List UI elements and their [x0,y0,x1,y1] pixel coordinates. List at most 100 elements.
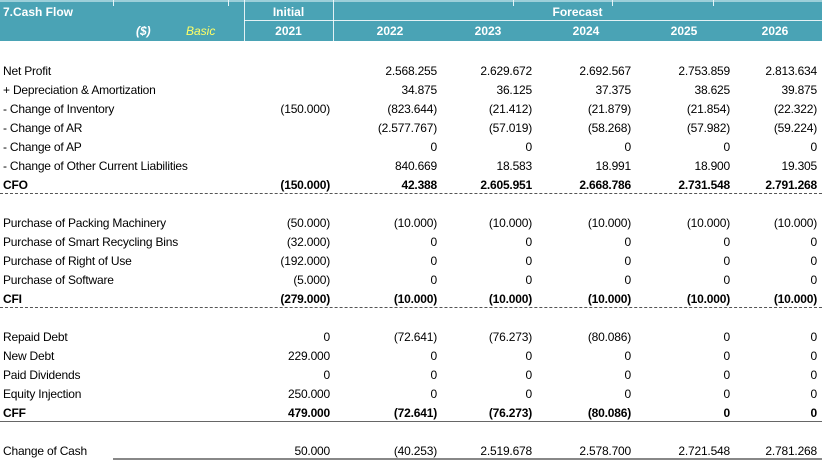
cell-2024: (58.268) [587,121,631,135]
row-label: CFF [3,406,26,420]
cell-2026: (10.000) [773,292,817,306]
cell-2025: 0 [723,349,731,363]
cell-2024: 37.375 [595,83,631,97]
cell-2026: 0 [810,406,818,420]
cell-2026: 0 [810,254,818,268]
scenario-label: Basic [186,24,216,38]
cell-2024: 0 [624,387,632,401]
cell-2022: (10.000) [393,216,437,230]
row-label: CFO [3,178,28,192]
cell-2022: 0 [430,254,438,268]
cell-2026: 2.813.634 [765,64,817,78]
table-row: Net Profit 2.568.255 2.629.672 2.692.567… [0,61,822,80]
cell-2021: (150.000) [280,178,330,192]
cell-2022: (72.641) [393,330,437,344]
cell-2024: 2.692.567 [579,64,631,78]
currency-label: ($) [136,24,151,38]
forecast-label: Forecast [552,5,603,19]
column-tick [713,0,714,6]
cell-2026: 39.875 [781,83,817,97]
cell-2023: (21.412) [488,102,532,116]
table-row: Equity Injection 250.000 0 0 0 0 0 [0,384,822,403]
table-row: New Debt 229.000 0 0 0 0 0 [0,346,822,365]
cell-2021: 50.000 [294,444,330,458]
year-2021: 2021 [275,24,302,38]
cell-2025: 0 [723,368,731,382]
cell-2022: (10.000) [393,292,437,306]
cell-2023: (76.273) [488,406,532,420]
cell-2024: (10.000) [587,292,631,306]
cell-2022: 0 [430,273,438,287]
cell-2024: 0 [624,235,632,249]
cell-2025: (10.000) [686,292,730,306]
cell-2025: 0 [723,406,731,420]
year-2025: 2025 [670,24,698,38]
column-tick [113,0,114,6]
cell-2022: 840.669 [395,159,437,173]
column-tick [612,0,613,6]
cell-2023: 0 [525,349,533,363]
cell-2021: (5.000) [293,273,330,287]
cell-2026: (10.000) [773,216,817,230]
cell-2026: 0 [810,273,818,287]
cell-2022: (72.641) [393,406,437,420]
cell-2021: (32.000) [286,235,330,249]
cell-2026: 2.791.268 [765,178,817,192]
cell-2024: 0 [624,254,632,268]
year-2022: 2022 [376,24,404,38]
cell-2025: (57.982) [686,121,730,135]
table-row: Paid Dividends 0 0 0 0 0 0 [0,365,822,384]
cell-2023: 2.519.678 [480,444,532,458]
cell-2022: 0 [430,235,438,249]
sheet-title: 7.Cash Flow [3,5,74,19]
table-row: - Change of AP 0 0 0 0 0 [0,137,822,156]
cfo-total-row: CFO (150.000) 42.388 2.605.951 2.668.786… [0,175,822,194]
row-label: Purchase of Software [3,273,114,287]
cell-2023: 0 [525,273,533,287]
cell-2022: 0 [430,140,438,154]
cell-2021: (279.000) [280,292,330,306]
cell-2023: 2.605.951 [480,178,532,192]
cell-2023: 36.125 [496,83,532,97]
cell-2026: 0 [810,368,818,382]
cell-2024: 0 [624,140,632,154]
column-tick [228,0,229,6]
cell-2021: (150.000) [280,102,330,116]
cell-2021: 229.000 [288,349,330,363]
cell-2024: 0 [624,349,632,363]
cell-2024: 0 [624,273,632,287]
cell-2022: 2.568.255 [385,64,437,78]
cell-2025: 0 [723,273,731,287]
cell-2021: 0 [323,368,331,382]
cell-2024: (80.086) [587,406,631,420]
table-row: Purchase of Software (5.000) 0 0 0 0 0 [0,270,822,289]
cell-2023: (10.000) [488,216,532,230]
row-label: New Debt [3,349,55,363]
cell-2023: 0 [525,254,533,268]
cell-2026: 0 [810,387,818,401]
table-row: Purchase of Right of Use (192.000) 0 0 0… [0,251,822,270]
cell-2024: 2.668.786 [579,178,631,192]
cell-2023: 0 [525,387,533,401]
cell-2022: 0 [430,387,438,401]
cell-2024: (21.879) [587,102,631,116]
cell-2025: 18.900 [694,159,730,173]
cfi-total-row: CFI (279.000) (10.000) (10.000) (10.000)… [0,289,822,308]
cell-2026: 0 [810,235,818,249]
cell-2026: 0 [810,330,818,344]
cell-2024: 18.991 [595,159,631,173]
cell-2024: (80.086) [587,330,631,344]
bottom-border [113,458,822,460]
row-label: Equity Injection [3,387,82,401]
cell-2022: 0 [430,349,438,363]
table-row: - Change of Other Current Liabilities 84… [0,156,822,175]
table-row: Repaid Debt 0 (72.641) (76.273) (80.086)… [0,327,822,346]
cell-2024: 2.578.700 [579,444,631,458]
table-row: - Change of Inventory (150.000) (823.644… [0,99,822,118]
cell-2025: 38.625 [694,83,730,97]
section-divider [0,307,822,308]
cell-2025: 0 [723,235,731,249]
section-divider [0,193,822,194]
cell-2025: 0 [723,387,731,401]
table-row: Purchase of Smart Recycling Bins (32.000… [0,232,822,251]
